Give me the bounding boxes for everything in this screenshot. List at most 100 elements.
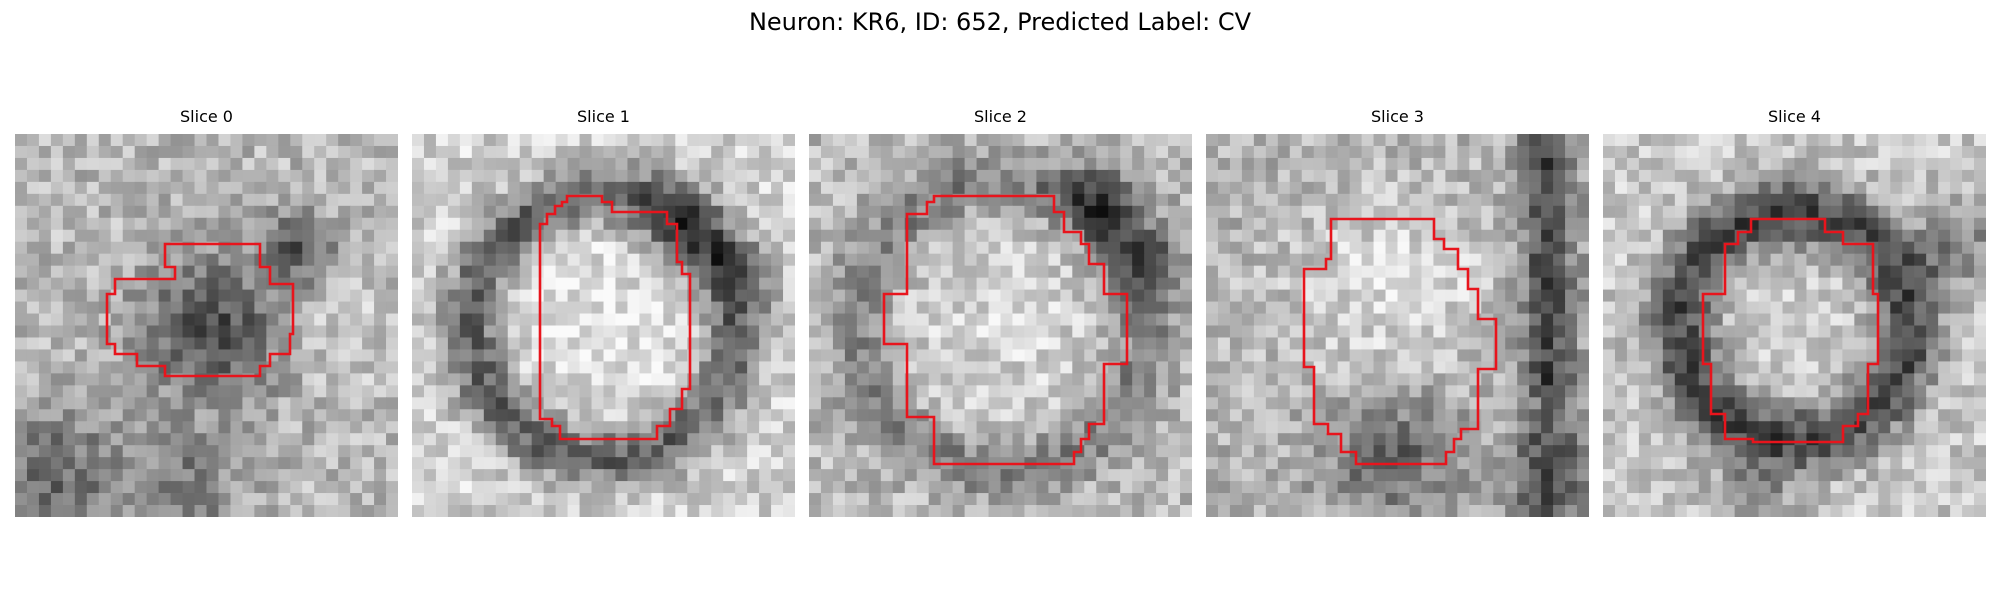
- em-pixel: [86, 181, 100, 195]
- em-pixel: [651, 229, 664, 243]
- em-pixel: [1770, 373, 1784, 386]
- em-pixel: [1770, 181, 1784, 195]
- em-pixel: [435, 505, 449, 517]
- em-pixel: [1926, 134, 1939, 147]
- em-pixel: [952, 373, 966, 386]
- em-pixel: [1433, 193, 1446, 207]
- em-pixel: [1806, 445, 1820, 458]
- em-pixel: [615, 409, 629, 422]
- em-pixel: [531, 241, 545, 255]
- em-pixel: [1469, 289, 1482, 303]
- em-pixel: [1217, 361, 1231, 374]
- em-pixel: [1734, 134, 1748, 147]
- em-pixel: [1710, 265, 1724, 279]
- em-pixel: [1457, 301, 1470, 315]
- em-pixel: [507, 469, 521, 482]
- em-pixel: [771, 493, 784, 506]
- em-pixel: [1084, 433, 1097, 446]
- em-pixel: [531, 181, 545, 195]
- em-pixel: [170, 301, 184, 315]
- em-pixel: [507, 361, 521, 374]
- em-pixel: [940, 229, 954, 243]
- em-pixel: [1818, 169, 1832, 183]
- em-pixel: [1481, 397, 1494, 410]
- em-pixel: [1734, 421, 1748, 434]
- em-pixel: [1662, 289, 1676, 303]
- em-pixel: [1144, 289, 1157, 303]
- em-pixel: [1168, 469, 1181, 482]
- em-pixel: [1529, 397, 1542, 410]
- em-pixel: [892, 313, 906, 327]
- em-pixel: [1048, 493, 1061, 506]
- em-pixel: [675, 289, 688, 303]
- em-pixel: [471, 134, 485, 147]
- em-pixel: [1914, 253, 1927, 267]
- em-pixel: [1650, 193, 1664, 207]
- em-pixel: [1806, 181, 1820, 195]
- em-pixel: [1577, 253, 1589, 267]
- em-pixel: [1541, 301, 1554, 315]
- em-pixel: [1746, 457, 1760, 470]
- em-pixel: [928, 241, 942, 255]
- em-pixel: [1433, 181, 1446, 195]
- em-pixel: [471, 301, 485, 315]
- em-pixel: [507, 385, 521, 398]
- em-pixel: [362, 409, 375, 422]
- em-pixel: [1156, 421, 1169, 434]
- em-pixel: [1818, 181, 1832, 195]
- em-pixel: [844, 445, 858, 458]
- em-pixel: [820, 361, 834, 374]
- em-pixel: [242, 361, 255, 374]
- em-pixel: [1734, 313, 1748, 327]
- em-pixel: [483, 145, 497, 159]
- em-pixel: [844, 193, 858, 207]
- em-pixel: [1710, 193, 1724, 207]
- em-pixel: [1373, 157, 1387, 171]
- em-pixel: [423, 385, 437, 398]
- em-pixel: [350, 493, 363, 506]
- em-pixel: [579, 409, 593, 422]
- em-pixel: [1060, 445, 1073, 458]
- em-pixel: [988, 361, 1002, 374]
- em-pixel: [1950, 217, 1963, 231]
- em-pixel: [928, 349, 942, 363]
- em-pixel: [1180, 253, 1192, 267]
- em-pixel: [1132, 313, 1145, 327]
- em-pixel: [62, 145, 76, 159]
- em-pixel: [1241, 385, 1255, 398]
- em-pixel: [603, 373, 617, 386]
- em-pixel: [194, 169, 208, 183]
- em-pixel: [519, 409, 533, 422]
- em-pixel: [844, 265, 858, 279]
- em-pixel: [170, 409, 184, 422]
- em-pixel: [62, 421, 76, 434]
- em-pixel: [771, 481, 784, 494]
- em-pixel: [1746, 253, 1760, 267]
- em-pixel: [1253, 481, 1267, 494]
- em-pixel: [1229, 205, 1243, 219]
- em-pixel: [1638, 301, 1652, 315]
- em-pixel: [1674, 397, 1688, 410]
- em-pixel: [1277, 253, 1291, 267]
- em-pixel: [543, 385, 557, 398]
- em-pixel: [856, 373, 870, 386]
- em-pixel: [1349, 433, 1363, 446]
- em-pixel: [1553, 385, 1566, 398]
- em-pixel: [1806, 361, 1820, 374]
- em-pixel: [1529, 421, 1542, 434]
- em-pixel: [374, 445, 387, 458]
- em-pixel: [1373, 433, 1387, 446]
- slice-image-0: [15, 134, 398, 517]
- em-pixel: [1012, 361, 1026, 374]
- em-pixel: [1842, 445, 1855, 458]
- em-pixel: [122, 349, 136, 363]
- em-pixel: [338, 481, 351, 494]
- em-pixel: [74, 469, 88, 482]
- em-pixel: [1084, 265, 1097, 279]
- em-pixel: [555, 313, 569, 327]
- em-pixel: [1265, 385, 1279, 398]
- em-pixel: [868, 421, 882, 434]
- em-pixel: [1603, 253, 1616, 267]
- em-pixel: [1782, 265, 1796, 279]
- em-pixel: [218, 481, 232, 494]
